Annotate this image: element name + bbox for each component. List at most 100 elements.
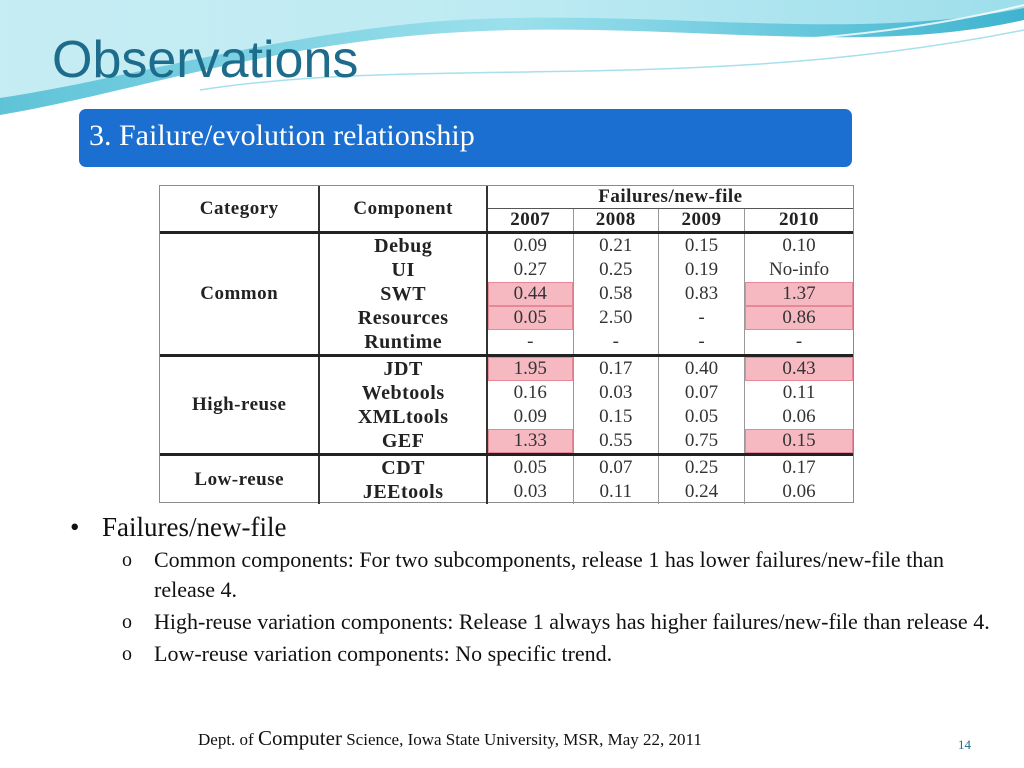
bullet-main-text: Failures/new-file: [102, 512, 287, 542]
header-component: Component: [318, 186, 487, 233]
value-cell: 0.17: [572, 355, 659, 381]
header-wave-decoration: [0, 0, 1024, 115]
component-cell: Resources: [318, 306, 487, 330]
sub-bullet-text: Common components: For two subcomponents…: [154, 547, 944, 602]
value-cell: 0.11: [744, 381, 853, 405]
value-cell: 0.06: [744, 480, 853, 504]
value-cell: 0.03: [485, 480, 574, 504]
component-cell: Runtime: [318, 330, 487, 356]
page-number: 14: [958, 737, 971, 752]
subtitle-banner: 3. Failure/evolution relationship: [79, 109, 852, 167]
sub-bullet: o Low-reuse variation components: No spe…: [70, 639, 1000, 669]
value-cell: 0.09: [485, 232, 574, 258]
value-cell: 0.83: [657, 282, 745, 306]
circle-bullet-icon: o: [122, 611, 132, 633]
failure-table: Category Component Failures/new-file 200…: [159, 185, 854, 504]
header-year: 2008: [572, 208, 659, 233]
value-cell: 0.25: [657, 454, 745, 480]
header-year: 2010: [744, 208, 853, 233]
value-cell: 0.25: [572, 258, 659, 282]
footer-rest: Science, Iowa State University, MSR, May…: [346, 730, 702, 749]
value-cell: 0.06: [744, 405, 853, 429]
value-cell: 0.15: [657, 232, 745, 258]
header-year: 2009: [657, 208, 745, 233]
value-cell: 0.05: [657, 405, 745, 429]
header-failures-per-file: Failures/new-file: [485, 186, 853, 209]
component-cell: UI: [318, 258, 487, 282]
value-cell: -: [744, 330, 853, 356]
value-cell: 0.15: [572, 405, 659, 429]
circle-bullet-icon: o: [122, 549, 132, 571]
value-cell: 0.75: [657, 429, 745, 455]
value-cell: 0.07: [657, 381, 745, 405]
table-row: Resources 0.05 2.50-0.86: [160, 306, 853, 330]
sub-bullet-text: Low-reuse variation components: No speci…: [154, 641, 613, 666]
component-cell: Webtools: [318, 381, 487, 405]
table-body: Common Debug 0.09 0.21 0.15 0.10 UI 0.27 0.25 0.1…: [160, 232, 853, 504]
table-row: Common Debug 0.09 0.21 0.15 0.10: [160, 232, 853, 304]
footer-text: Dept. of Computer Science, Iowa State Un…: [198, 726, 702, 751]
value-cell: 0.17: [744, 454, 853, 480]
value-cell: 0.10: [744, 232, 853, 258]
footer-dept: Dept. of: [198, 730, 254, 749]
value-cell: 0.55: [572, 429, 659, 455]
value-cell: -: [657, 306, 745, 330]
value-cell: 2.50: [572, 306, 659, 330]
value-cell: 0.05: [485, 454, 574, 480]
table-row: High-reuse JDT 1.95 0.17 0.40 0.43: [160, 355, 853, 415]
category-cell: Low-reuse: [194, 469, 285, 490]
table-row: GEF 1.33 0.55 0.75 0.15: [160, 429, 853, 455]
component-cell: JEEtools: [318, 480, 487, 504]
value-cell: 0.40: [657, 355, 745, 381]
value-cell: -: [657, 330, 745, 356]
sub-bullet-text: High-reuse variation components: Release…: [154, 609, 990, 634]
value-cell: -: [572, 330, 659, 356]
value-cell: 0.16: [485, 381, 574, 405]
header-category: Category: [199, 197, 279, 219]
component-cell: CDT: [318, 454, 487, 480]
value-cell: No-info: [744, 258, 853, 282]
highlighted-value-cell: 0.44: [485, 282, 574, 306]
highlighted-value-cell: 1.95: [485, 355, 574, 381]
circle-bullet-icon: o: [122, 643, 132, 665]
bullet-list: • Failures/new-file o Common components:…: [70, 512, 1000, 669]
highlighted-value-cell: 1.33: [485, 429, 574, 455]
table-row: Runtime - - - -: [160, 330, 853, 356]
bullet-main: • Failures/new-file: [70, 512, 1000, 543]
slide-title: Observations: [52, 31, 359, 89]
component-cell: SWT: [318, 282, 487, 306]
value-cell: 0.27: [485, 258, 574, 282]
value-cell: 0.09: [485, 405, 574, 429]
table-row: SWT 0.44 0.58 0.83 1.37: [160, 282, 853, 306]
component-cell: JDT: [318, 355, 487, 381]
table-row: Low-reuse CDT 0.05 0.07 0.25 0.17: [160, 454, 853, 490]
category-cell: High-reuse: [192, 394, 287, 415]
sub-bullet: o Common components: For two subcomponen…: [70, 545, 1000, 605]
table-row: UI 0.27 0.25 0.19 No-info: [160, 258, 853, 282]
value-cell: 0.03: [572, 381, 659, 405]
value-cell: 0.24: [657, 480, 745, 504]
footer-computer: Computer: [257, 726, 342, 750]
table-row: XMLtools 0.09 0.15 0.05 0.06: [160, 405, 853, 429]
table-row: JEEtools 0.03 0.11 0.24 0.06: [160, 480, 853, 504]
value-cell: 0.07: [572, 454, 659, 480]
table-row: Webtools 0.16 0.03 0.07 0.11: [160, 381, 853, 405]
component-cell: Debug: [318, 232, 487, 258]
sub-bullet: o High-reuse variation components: Relea…: [70, 607, 1000, 637]
value-cell: 0.19: [657, 258, 745, 282]
value-cell: -: [485, 330, 574, 356]
bullet-dot-icon: •: [70, 512, 80, 542]
highlighted-value-cell: 1.37: [744, 282, 853, 306]
category-cell: Common: [200, 283, 279, 304]
highlighted-value-cell: 0.05: [485, 306, 574, 330]
value-cell: 0.58: [572, 282, 659, 306]
highlighted-value-cell: 0.86: [744, 306, 853, 330]
component-cell: XMLtools: [318, 405, 487, 429]
header-year: 2007: [485, 208, 574, 233]
highlighted-value-cell: 0.43: [744, 355, 853, 381]
value-cell: 0.11: [572, 480, 659, 504]
highlighted-value-cell: 0.15: [744, 429, 853, 455]
subtitle-text: 3. Failure/evolution relationship: [89, 119, 475, 152]
value-cell: 0.21: [572, 232, 659, 258]
component-cell: GEF: [318, 429, 487, 455]
